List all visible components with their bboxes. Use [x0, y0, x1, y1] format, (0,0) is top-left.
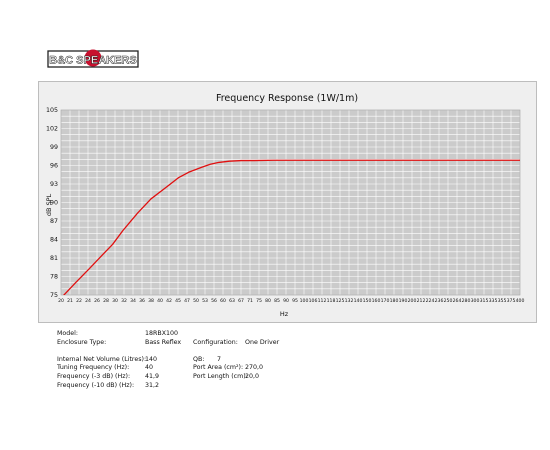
- x-tick-label: 85: [274, 298, 280, 304]
- x-tick-label: 190: [399, 298, 408, 304]
- x-tick-label: 112: [318, 298, 327, 304]
- enclosure-value: Bass Reflex: [145, 339, 182, 346]
- x-tick-label: 20: [58, 298, 64, 304]
- port-length-label: Port Length (cm):: [193, 373, 248, 380]
- x-tick-label: 100: [300, 298, 309, 304]
- port-area-value: 270,0: [245, 364, 264, 371]
- port-area-label: Port Area (cm²):: [193, 364, 244, 371]
- x-tick-label: 60: [220, 298, 226, 304]
- model-label: Model:: [57, 330, 79, 337]
- x-axis-label: Hz: [280, 310, 289, 318]
- x-tick-label: 30: [112, 298, 118, 304]
- volume-label: Internal Net Volume (Litres):: [57, 356, 147, 363]
- y-tick-label: 93: [50, 181, 58, 188]
- y-tick-label: 90: [50, 200, 58, 207]
- x-tick-label: 300: [471, 298, 480, 304]
- x-tick-label: 53: [202, 298, 208, 304]
- grid-lines: [60, 109, 521, 296]
- configuration-label: Configuration:: [193, 339, 238, 346]
- logo-text: B&C SPEAKERS: [49, 55, 136, 67]
- y-tick-label: 96: [50, 163, 58, 170]
- x-tick-label: 180: [390, 298, 399, 304]
- y-tick-label: 75: [50, 292, 58, 299]
- x-tick-label: 118: [327, 298, 336, 304]
- x-tick-label: 21: [67, 298, 73, 304]
- x-tick-label: 375: [507, 298, 516, 304]
- plot-frame: [60, 109, 521, 296]
- model-value: 18RBX100: [145, 330, 179, 337]
- x-tick-label: 280: [462, 298, 471, 304]
- qb-label: QB:: [193, 356, 205, 363]
- y-tick-label: 102: [46, 126, 58, 133]
- x-tick-label: 75: [256, 298, 262, 304]
- x-tick-label: 264: [453, 298, 462, 304]
- x-tick-label: 42: [166, 298, 172, 304]
- x-tick-label: 24: [85, 298, 91, 304]
- x-tick-label: 335: [489, 298, 498, 304]
- x-tick-label: 80: [265, 298, 271, 304]
- x-tick-label: 140: [354, 298, 363, 304]
- x-tick-label: 40: [157, 298, 163, 304]
- x-tick-label: 132: [345, 298, 354, 304]
- port-length-value: 20,0: [245, 373, 260, 380]
- y-axis-label: dB SPL: [45, 193, 53, 216]
- x-tick-label: 106: [309, 298, 318, 304]
- x-tick-label: 200: [408, 298, 417, 304]
- volume-value: 140: [145, 356, 158, 363]
- f10-value: 31,2: [145, 382, 160, 389]
- x-tick-label: 47: [184, 298, 190, 304]
- x-tick-label: 212: [417, 298, 426, 304]
- y-tick-label: 84: [50, 237, 58, 244]
- x-tick-label: 90: [283, 298, 289, 304]
- response-curve: [63, 159, 520, 295]
- y-tick-label: 78: [50, 274, 58, 281]
- f10-label: Frequency (-10 dB) (Hz):: [57, 382, 135, 389]
- x-tick-label: 63: [229, 298, 235, 304]
- x-tick-label: 34: [130, 298, 136, 304]
- f3-value: 41,9: [145, 373, 160, 380]
- y-tick-label: 99: [50, 144, 58, 151]
- x-tick-label: 250: [444, 298, 453, 304]
- y-tick-label: 105: [46, 107, 58, 114]
- y-tick-labels: 75 78 81 84 87 90 93 96 99 102 105: [46, 107, 58, 299]
- bc-speakers-logo: B&C SPEAKERS: [47, 49, 139, 68]
- x-tick-label: 50: [193, 298, 199, 304]
- x-tick-label: 32: [121, 298, 127, 304]
- x-tick-label: 355: [498, 298, 507, 304]
- x-tick-label: 400: [516, 298, 525, 304]
- x-tick-label: 125: [336, 298, 345, 304]
- chart-title: Frequency Response (1W/1m): [216, 93, 358, 104]
- qb-value: 7: [217, 356, 222, 363]
- x-tick-label: 26: [94, 298, 100, 304]
- x-tick-labels: 20 21 22 24 26 28 30 32 34 36 38 40 42 45 47 50 53 56 60 63…: [58, 298, 524, 304]
- tuning-label: Tuning Frequency (Hz):: [57, 364, 130, 371]
- chart-panel: 20 21 22 24 26 28 30 32 34 36 38 40 42 45 47 50 53 56 60 63…: [38, 81, 537, 323]
- y-tick-label: 81: [50, 255, 58, 262]
- x-tick-label: 67: [238, 298, 244, 304]
- x-tick-label: 36: [139, 298, 145, 304]
- x-tick-label: 150: [363, 298, 372, 304]
- x-tick-label: 56: [211, 298, 217, 304]
- x-tick-label: 160: [372, 298, 381, 304]
- x-tick-label: 315: [480, 298, 489, 304]
- y-tick-label: 87: [50, 218, 58, 225]
- x-tick-label: 95: [292, 298, 298, 304]
- frequency-response-chart: 20 21 22 24 26 28 30 32 34 36 38 40 42 45 47 50 53 56 60 63…: [45, 93, 524, 318]
- x-tick-label: 45: [175, 298, 181, 304]
- configuration-value: One Driver: [245, 339, 280, 346]
- f3-label: Frequency (-3 dB) (Hz):: [57, 373, 131, 380]
- x-tick-label: 22: [76, 298, 82, 304]
- x-tick-label: 224: [426, 298, 435, 304]
- x-tick-label: 28: [103, 298, 109, 304]
- x-tick-label: 38: [148, 298, 154, 304]
- x-tick-label: 170: [381, 298, 390, 304]
- tuning-value: 40: [145, 364, 154, 371]
- x-tick-label: 236: [435, 298, 444, 304]
- x-tick-label: 71: [247, 298, 253, 304]
- enclosure-label: Enclosure Type:: [57, 339, 107, 346]
